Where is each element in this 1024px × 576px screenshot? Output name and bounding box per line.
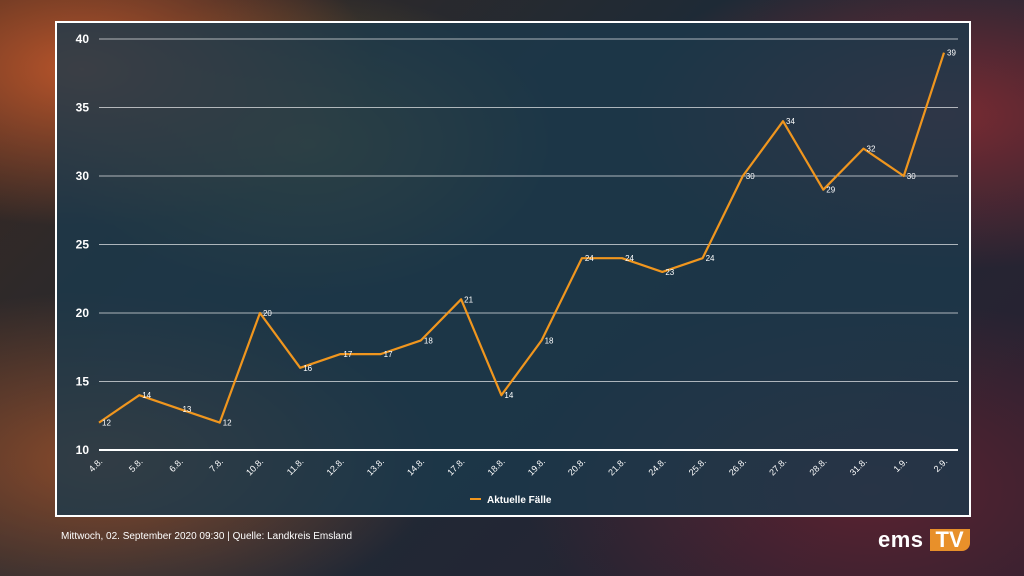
data-label: 34 [786, 117, 795, 126]
data-label: 30 [907, 172, 916, 181]
data-label: 21 [464, 295, 473, 304]
x-tick-label: 2.9. [932, 456, 950, 474]
x-tick-label: 7.8. [207, 456, 225, 474]
x-tick-label: 10.8. [244, 456, 265, 477]
line-chart: 10 15 20 25 30 35 40 4.8. 5.8. 6.8. 7.8. 10.8. 11.8.… [76, 32, 958, 506]
data-label: 14 [504, 391, 513, 400]
x-tick-label: 4.8. [87, 456, 105, 474]
logo-text-tv: TV [929, 529, 970, 551]
x-tick-label: 25.8. [687, 456, 708, 477]
data-label: 20 [263, 309, 272, 318]
x-tick-label: 28.8. [807, 456, 828, 477]
data-label: 23 [665, 268, 674, 277]
series-line [98, 52, 946, 424]
data-label: 12 [223, 419, 232, 428]
data-label: 39 [947, 49, 956, 58]
footer-separator: | [227, 531, 230, 542]
x-tick-label: 21.8. [606, 456, 627, 477]
legend-label: Aktuelle Fälle [487, 495, 552, 506]
x-tick-label: 11.8. [285, 456, 306, 477]
footer-date: Mittwoch, 02. September 2020 09:30 [61, 531, 225, 542]
x-tick-label: 26.8. [727, 456, 748, 477]
data-label: 24 [585, 254, 594, 263]
data-label: 24 [706, 254, 715, 263]
x-tick-label: 1.9. [891, 456, 909, 474]
x-tick-label: 5.8. [127, 456, 145, 474]
y-tick-label: 15 [76, 375, 90, 389]
data-label: 16 [303, 364, 312, 373]
y-tick-label: 10 [76, 443, 90, 457]
chart-panel: 10 15 20 25 30 35 40 4.8. 5.8. 6.8. 7.8. 10.8. 11.8.… [55, 21, 971, 517]
y-tick-label: 25 [76, 238, 90, 252]
x-tick-label: 18.8. [486, 456, 507, 477]
y-tick-label: 40 [76, 32, 90, 46]
x-tick-label: 31.8. [848, 456, 869, 477]
footer-source: Quelle: Landkreis Emsland [232, 531, 353, 542]
data-label: 32 [867, 145, 876, 154]
data-label: 18 [424, 336, 433, 345]
x-tick-label: 13.8. [365, 456, 386, 477]
data-label: 29 [826, 186, 835, 195]
x-tick-label: 12.8. [325, 456, 346, 477]
data-label: 18 [545, 336, 554, 345]
ems-tv-logo: ems TV [878, 527, 970, 552]
data-label: 14 [142, 391, 151, 400]
x-tick-label: 24.8. [647, 456, 668, 477]
data-label: 30 [746, 172, 755, 181]
logo-text-ems: ems [878, 527, 924, 552]
data-label: 12 [102, 419, 111, 428]
y-tick-label: 30 [76, 169, 90, 183]
x-tick-label: 14.8. [405, 456, 426, 477]
x-tick-label: 20.8. [566, 456, 587, 477]
y-tick-label: 20 [76, 306, 90, 320]
footer-info: Mittwoch, 02. September 2020 09:30 | Que… [61, 531, 352, 542]
data-label: 24 [625, 254, 634, 263]
x-tick-label: 19.8. [526, 456, 547, 477]
x-tick-label: 17.8. [445, 456, 466, 477]
y-tick-label: 35 [76, 101, 90, 115]
data-label: 17 [343, 350, 352, 359]
x-tick-label: 6.8. [167, 456, 185, 474]
x-tick-label: 27.8. [767, 456, 788, 477]
data-label: 17 [384, 350, 393, 359]
data-label: 13 [182, 405, 191, 414]
